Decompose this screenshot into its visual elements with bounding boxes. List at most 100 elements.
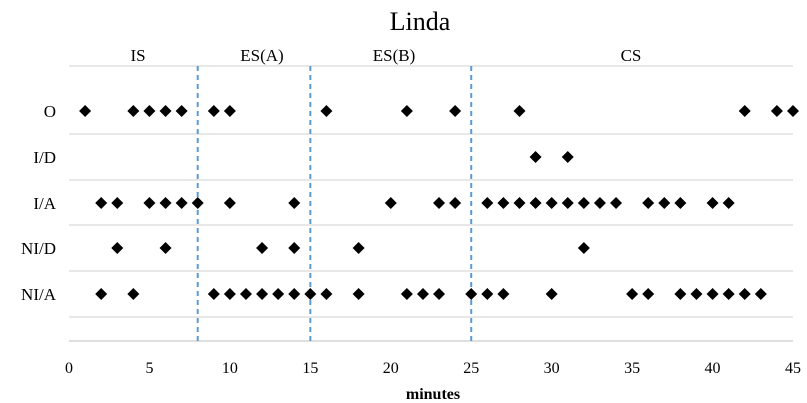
data-point <box>529 151 542 163</box>
data-point <box>416 288 429 300</box>
data-point <box>223 105 236 117</box>
data-point <box>79 105 92 117</box>
phase-label: IS <box>130 46 145 65</box>
x-tick-label: 45 <box>785 360 801 377</box>
data-point <box>690 288 703 300</box>
data-point <box>256 288 269 300</box>
data-point <box>754 288 767 300</box>
x-tick-label: 25 <box>463 360 479 377</box>
data-point <box>175 197 188 209</box>
data-point <box>449 197 462 209</box>
data-point <box>770 105 783 117</box>
x-tick-label: 0 <box>65 360 73 377</box>
data-point <box>497 288 510 300</box>
data-point <box>127 288 140 300</box>
data-point <box>722 288 735 300</box>
x-tick-label: 15 <box>302 360 318 377</box>
x-tick-label: 20 <box>383 360 399 377</box>
data-point <box>738 105 751 117</box>
data-point <box>545 197 558 209</box>
data-point <box>626 288 639 300</box>
data-point <box>95 288 108 300</box>
data-point <box>577 242 590 254</box>
phase-label: ES(A) <box>240 46 283 65</box>
data-point <box>159 105 172 117</box>
y-tick-label: NI/A <box>21 285 57 304</box>
data-point <box>400 105 413 117</box>
data-point <box>175 105 188 117</box>
data-point <box>577 197 590 209</box>
y-tick-label: I/A <box>33 194 56 213</box>
x-tick-label: 35 <box>624 360 640 377</box>
data-point <box>223 288 236 300</box>
data-point <box>111 197 124 209</box>
data-point <box>722 197 735 209</box>
data-point <box>433 288 446 300</box>
data-point <box>159 197 172 209</box>
data-point <box>674 197 687 209</box>
data-point <box>400 288 413 300</box>
data-point <box>593 197 606 209</box>
data-point <box>433 197 446 209</box>
data-point <box>288 288 301 300</box>
data-point <box>545 288 558 300</box>
y-tick-label: I/D <box>33 148 56 167</box>
gridlines <box>69 65 793 318</box>
data-point <box>481 197 494 209</box>
data-point <box>223 197 236 209</box>
data-point <box>143 197 156 209</box>
data-point <box>561 197 574 209</box>
data-point <box>159 242 172 254</box>
data-point <box>529 197 542 209</box>
data-point <box>239 288 252 300</box>
data-point <box>642 288 655 300</box>
data-point <box>272 288 285 300</box>
y-axis-labels: O I/D I/A NI/D NI/A <box>21 102 57 304</box>
data-point <box>738 288 751 300</box>
y-tick-label: NI/D <box>21 239 56 258</box>
data-point <box>497 197 510 209</box>
data-points <box>79 105 799 300</box>
chart-title: Linda <box>390 7 451 36</box>
data-point <box>352 288 365 300</box>
data-point <box>513 105 526 117</box>
data-point <box>481 288 494 300</box>
data-point <box>561 151 574 163</box>
data-point <box>191 197 204 209</box>
x-axis-tick-labels: 0 5 10 15 20 25 30 35 40 45 <box>65 360 801 377</box>
data-point <box>288 242 301 254</box>
x-tick-label: 5 <box>145 360 153 377</box>
data-point <box>706 197 719 209</box>
data-point <box>207 288 220 300</box>
data-point <box>610 197 623 209</box>
data-point <box>127 105 140 117</box>
phase-dividers <box>196 66 473 341</box>
x-tick-label: 40 <box>705 360 721 377</box>
data-point <box>320 105 333 117</box>
phase-label: CS <box>621 46 642 65</box>
data-point <box>513 197 526 209</box>
data-point <box>449 105 462 117</box>
x-axis-label: minutes <box>406 386 460 403</box>
data-point <box>256 242 269 254</box>
data-point <box>787 105 799 117</box>
y-tick-label: O <box>44 102 56 121</box>
x-tick-label: 10 <box>222 360 238 377</box>
data-point <box>143 105 156 117</box>
data-point <box>352 242 365 254</box>
data-point <box>384 197 397 209</box>
data-point <box>111 242 124 254</box>
data-point <box>642 197 655 209</box>
phase-label: ES(B) <box>373 46 416 65</box>
data-point <box>288 197 301 209</box>
data-point <box>658 197 671 209</box>
data-point <box>95 197 108 209</box>
data-point <box>674 288 687 300</box>
data-point <box>465 288 478 300</box>
x-tick-label: 30 <box>544 360 560 377</box>
data-point <box>207 105 220 117</box>
data-point <box>320 288 333 300</box>
data-point <box>304 288 317 300</box>
phase-labels: IS ES(A) ES(B) CS <box>130 46 641 65</box>
